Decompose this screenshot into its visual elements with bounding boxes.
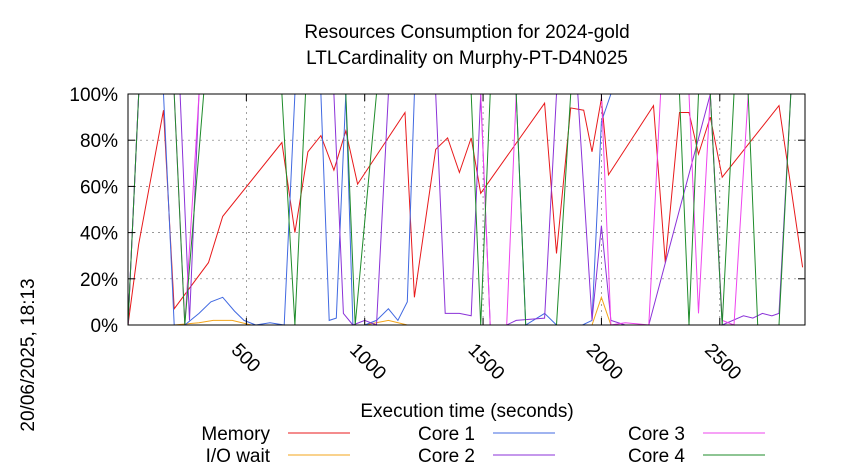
timestamp-label: 20/06/2025, 18:13 <box>18 278 39 431</box>
y-tick-label: 40% <box>80 224 118 245</box>
legend-label-i-o-wait: I/O wait <box>206 446 271 467</box>
chart-title-line1: Resources Consumption for 2024-gold <box>304 22 629 43</box>
legend-label-memory: Memory <box>201 424 270 445</box>
series-line-core-1 <box>127 93 805 326</box>
x-tick-label: 1000 <box>345 340 390 385</box>
y-axis: 0% 20% 40% 60% 80% 100% <box>69 85 805 337</box>
series-line-core-4 <box>127 93 805 326</box>
y-tick-label: 80% <box>80 131 118 152</box>
chart-title-line2: LTLCardinality on Murphy-PT-D4N025 <box>306 48 628 69</box>
legend-label-core-1: Core 1 <box>418 424 475 445</box>
grid-lines <box>128 94 805 325</box>
y-tick-label: 0% <box>91 316 119 337</box>
series-line-core-3 <box>127 93 805 326</box>
legend-label-core-3: Core 3 <box>628 424 685 445</box>
x-tick-label: 2500 <box>700 340 745 385</box>
x-axis-label: Execution time (seconds) <box>360 401 573 422</box>
series-line-memory <box>127 98 804 326</box>
plot-area <box>127 93 806 326</box>
y-tick-label: 100% <box>69 85 118 106</box>
x-tick-label: 500 <box>227 340 264 377</box>
legend-label-core-2: Core 2 <box>418 446 475 467</box>
y-tick-label: 20% <box>80 270 118 291</box>
legend-label-core-4: Core 4 <box>628 446 685 467</box>
x-tick-label: 1500 <box>464 340 509 385</box>
series-line-i-o-wait <box>128 295 805 326</box>
y-tick-label: 60% <box>80 177 118 198</box>
series-layer <box>127 93 805 326</box>
x-tick-label: 2000 <box>582 340 627 385</box>
series-line-core-2 <box>127 93 805 326</box>
